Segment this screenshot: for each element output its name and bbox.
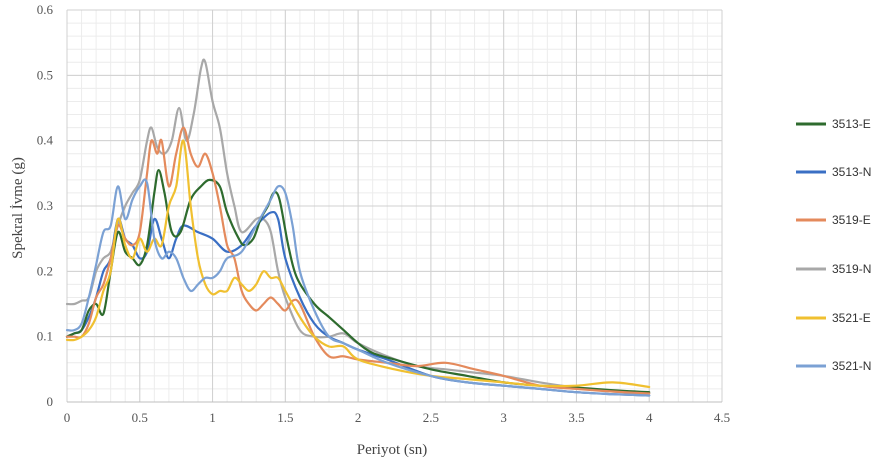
x-tick-label: 1.5	[277, 410, 293, 425]
legend-label-3521-e: 3521-E	[832, 311, 871, 325]
x-tick-label: 3	[500, 410, 507, 425]
y-tick-label: 0.2	[37, 263, 53, 278]
legend-label-3513-n: 3513-N	[832, 165, 871, 179]
series-lines	[65, 58, 651, 397]
x-tick-label: 4.5	[714, 410, 730, 425]
x-tick-label: 2	[355, 410, 362, 425]
series-line-3513-e	[65, 169, 651, 394]
x-tick-label: 2.5	[423, 410, 439, 425]
plot-area	[66, 9, 723, 403]
series-line-3521-e	[65, 139, 651, 389]
x-tick-label: 0	[64, 410, 71, 425]
y-tick-label: 0.3	[37, 198, 53, 213]
x-tick-label: 0.5	[132, 410, 148, 425]
legend-label-3521-n: 3521-N	[832, 359, 871, 373]
y-tick-label: 0.6	[37, 2, 54, 17]
x-tick-label: 3.5	[568, 410, 584, 425]
legend-label-3519-n: 3519-N	[832, 262, 871, 276]
legend-label-3513-e: 3513-E	[832, 117, 871, 131]
legend-label-3519-e: 3519-E	[832, 213, 871, 227]
y-tick-label: 0	[47, 394, 54, 409]
series-line-3521-n	[65, 178, 651, 397]
y-tick-label: 0.4	[37, 133, 54, 148]
x-tick-labels: 0 0.5 1 1.5 2 2.5 3 3.5 4 4.5	[64, 410, 730, 425]
y-axis-title: Spekral İvme (g)	[10, 157, 26, 259]
x-axis-title: Periyot (sn)	[357, 442, 427, 458]
x-tick-label: 1	[209, 410, 216, 425]
x-tick-label: 4	[646, 410, 653, 425]
y-tick-label: 0.5	[37, 67, 53, 82]
y-tick-label: 0.1	[37, 329, 53, 344]
y-tick-labels: 0 0.1 0.2 0.3 0.4 0.5 0.6	[37, 2, 54, 409]
legend: 3513-E 3513-N 3519-E 3519-N 3521-E 3521-N	[796, 117, 871, 373]
